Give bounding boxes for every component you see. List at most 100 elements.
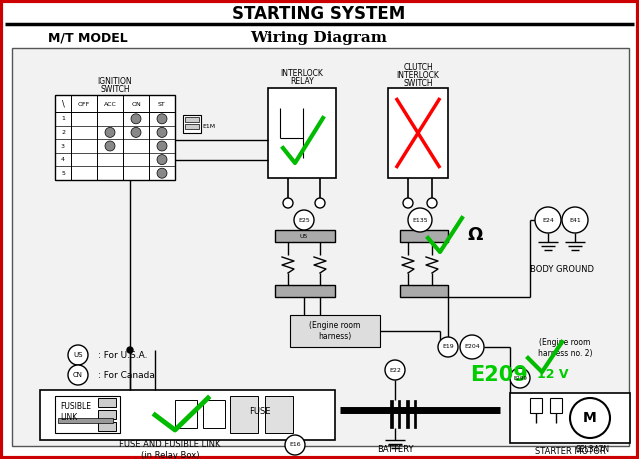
Text: M: M [583,411,597,425]
Text: OFF: OFF [78,101,90,106]
Circle shape [283,198,293,208]
Text: STARTING SYSTEM: STARTING SYSTEM [233,5,406,23]
Bar [390,400,393,428]
Circle shape [105,141,115,151]
Text: BODY GROUND: BODY GROUND [530,265,594,274]
Text: 1: 1 [61,116,65,121]
Text: E135: E135 [412,218,428,223]
Circle shape [68,365,88,385]
Bar [175,400,197,428]
Text: \: \ [61,100,65,108]
Bar [275,285,335,297]
Text: FUSE: FUSE [249,408,271,416]
Text: E299: E299 [513,375,527,381]
Bar [98,398,116,407]
Bar [530,398,542,413]
Bar [400,230,448,242]
Bar [98,422,116,431]
Circle shape [285,435,305,455]
Circle shape [157,168,167,178]
Bar [183,115,201,133]
Text: US: US [73,352,82,358]
Text: ST: ST [158,101,166,106]
Bar [12,48,629,446]
Circle shape [535,207,561,233]
Text: ACC: ACC [104,101,116,106]
Bar [55,396,120,433]
Text: 5: 5 [61,171,65,176]
Bar [98,410,116,419]
Bar [185,124,199,129]
Bar [268,88,336,178]
Bar [400,285,448,297]
Bar [265,396,293,433]
Circle shape [157,128,167,137]
Bar [388,88,448,178]
Text: Wiring Diagram: Wiring Diagram [250,31,387,45]
Circle shape [68,345,88,365]
Circle shape [105,128,115,137]
Text: M/T MODEL: M/T MODEL [48,32,128,45]
Text: Ω: Ω [467,226,482,244]
Circle shape [294,210,314,230]
Text: : For U.S.A.: : For U.S.A. [98,351,148,359]
Circle shape [427,198,437,208]
Text: RELAY: RELAY [290,78,314,86]
Circle shape [315,198,325,208]
Text: E19: E19 [442,345,454,349]
Circle shape [408,208,432,232]
Text: (Engine room
harness): (Engine room harness) [309,321,360,341]
Circle shape [510,368,530,388]
Circle shape [127,347,133,353]
Circle shape [157,141,167,151]
Bar [414,400,415,428]
Bar [185,117,199,122]
Circle shape [157,114,167,124]
Text: INTERLOCK: INTERLOCK [397,71,440,79]
Text: SWITCH: SWITCH [403,78,433,88]
Bar [275,230,335,242]
Text: 4: 4 [61,157,65,162]
Text: FUSIBLE
LINK: FUSIBLE LINK [60,402,91,422]
Text: BATTERY: BATTERY [377,446,413,454]
Circle shape [460,335,484,359]
Circle shape [403,198,413,208]
Text: CLUTCH: CLUTCH [403,62,433,72]
Circle shape [438,337,458,357]
Text: U5: U5 [300,234,308,239]
Text: FUSE AND FUSIBLE LINK
(in Relay Box): FUSE AND FUSIBLE LINK (in Relay Box) [119,440,220,459]
Text: E209: E209 [470,365,528,385]
Bar [230,396,258,433]
Text: INTERLOCK: INTERLOCK [281,69,323,78]
Text: : For Canada: : For Canada [98,370,155,380]
Text: E41: E41 [569,218,581,223]
Bar [290,315,380,347]
Circle shape [131,114,141,124]
Bar [398,400,399,428]
Text: IGNITION: IGNITION [98,77,132,85]
Bar [203,400,225,428]
Circle shape [131,128,141,137]
Text: ON: ON [131,101,141,106]
Circle shape [562,207,588,233]
Text: E204: E204 [464,345,480,349]
Bar [58,418,113,423]
Circle shape [570,398,610,438]
Text: E22: E22 [389,368,401,373]
Text: 3: 3 [61,144,65,149]
Bar [510,393,630,443]
Circle shape [157,155,167,165]
Text: CN: CN [73,372,83,378]
Text: 2: 2 [61,130,65,135]
Text: E25: E25 [298,218,310,223]
Text: E16: E16 [289,442,301,448]
Circle shape [385,360,405,380]
Text: SEL347N: SEL347N [576,444,610,453]
Text: SWITCH: SWITCH [100,84,130,94]
Text: STARTER MOTOR: STARTER MOTOR [535,447,605,455]
Bar [406,400,409,428]
Bar [550,398,562,413]
Text: 12 V: 12 V [537,369,569,381]
Text: (Engine room
harness no. 2): (Engine room harness no. 2) [538,338,592,358]
Text: E24: E24 [542,218,554,223]
